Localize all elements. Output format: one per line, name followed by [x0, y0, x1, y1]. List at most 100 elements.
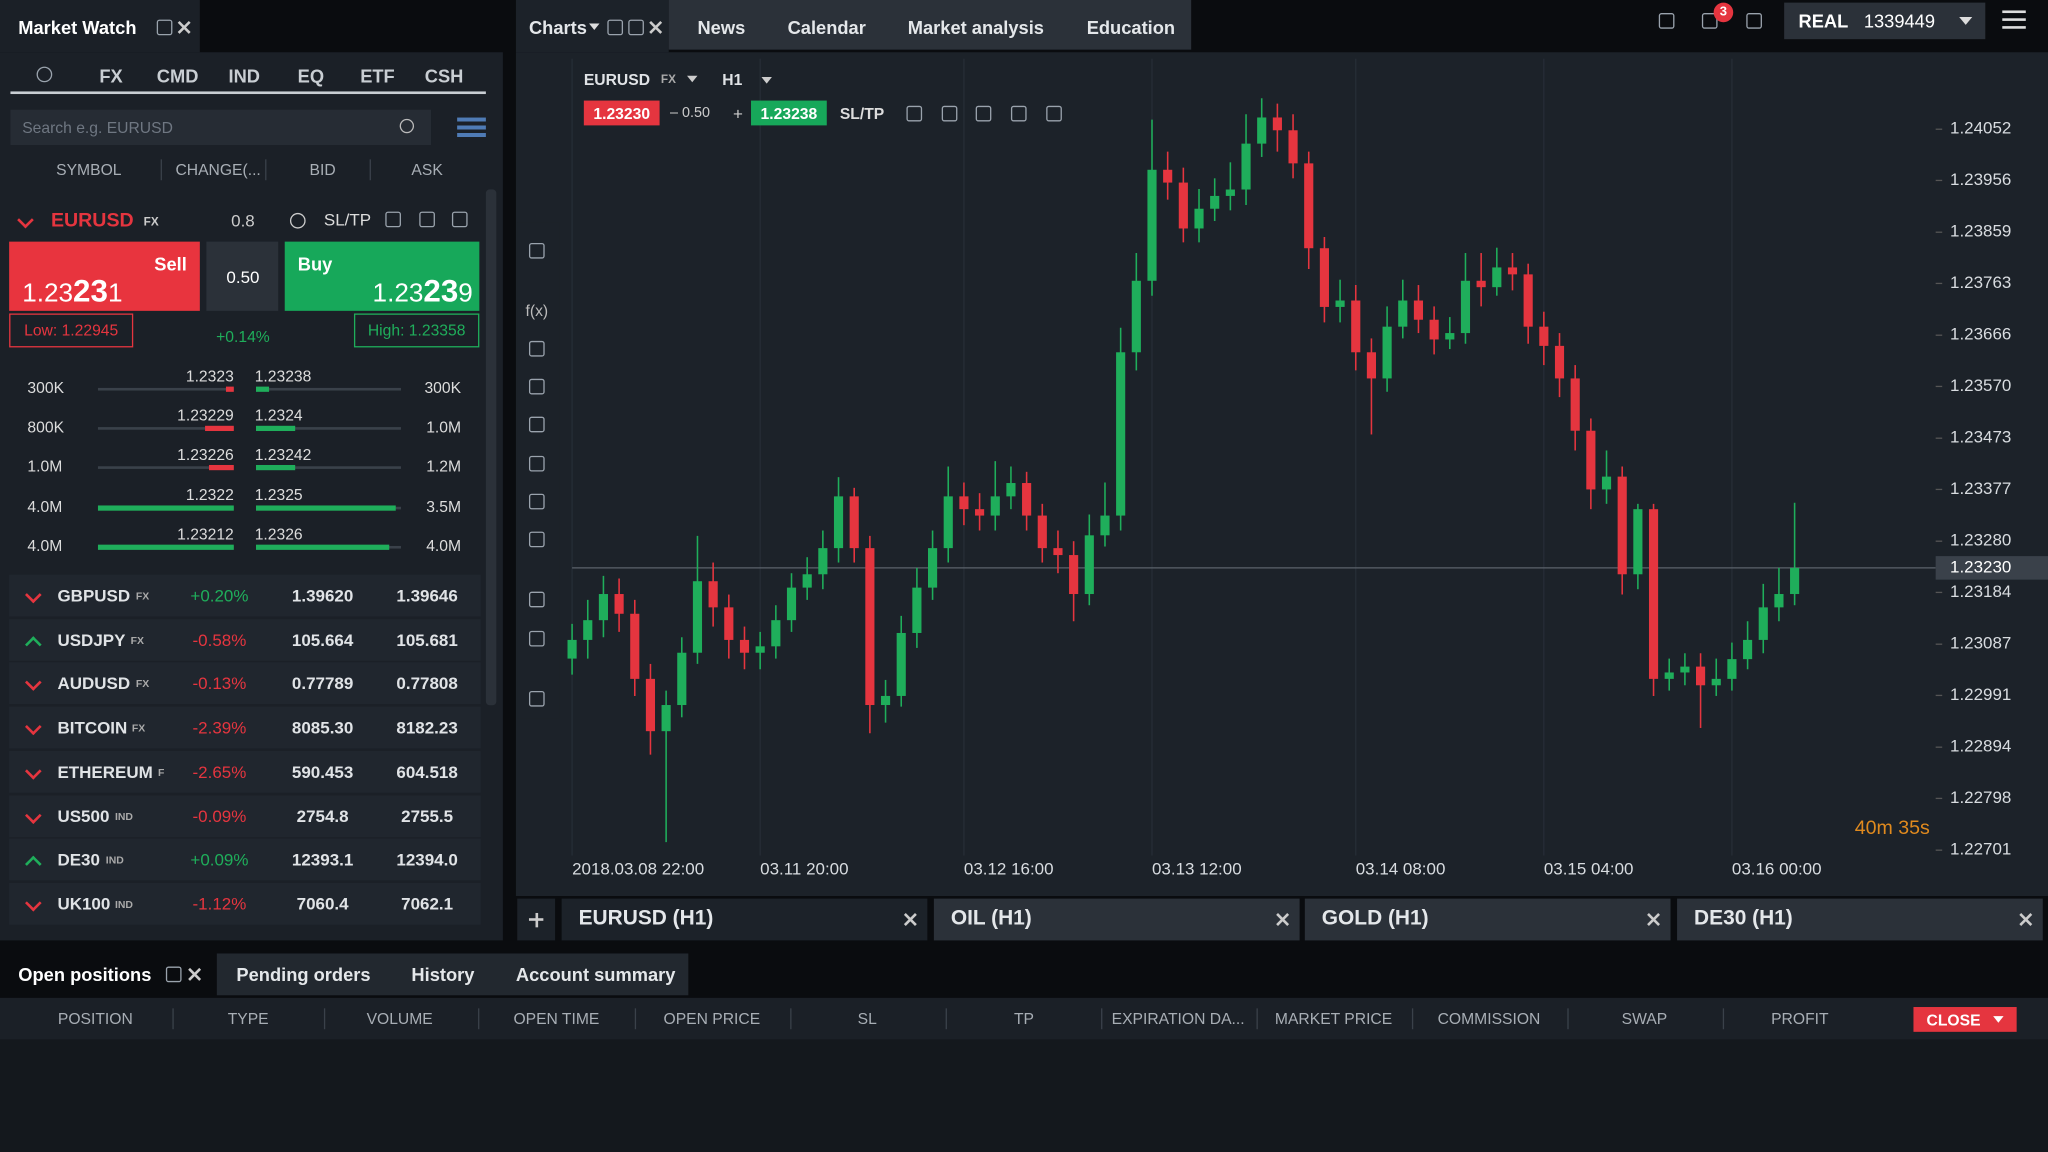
ask-box[interactable] [751, 100, 827, 126]
icon[interactable] [1746, 13, 1762, 29]
menu-line[interactable] [2002, 26, 2026, 29]
icon[interactable] [165, 966, 182, 983]
column-separator [1411, 1008, 1413, 1030]
chart-tab[interactable] [933, 898, 1300, 941]
nav-tab[interactable]: Market analysis [907, 16, 1044, 38]
icon[interactable] [528, 340, 545, 357]
nav-tab[interactable]: Education [1086, 16, 1176, 38]
instrument-row[interactable] [9, 662, 481, 705]
icon[interactable] [975, 105, 992, 122]
icon[interactable] [528, 242, 545, 259]
icon[interactable] [528, 531, 545, 548]
chart-tab[interactable] [561, 898, 928, 941]
icon[interactable] [528, 630, 545, 647]
icon[interactable] [528, 378, 545, 395]
candle-body [1163, 169, 1173, 183]
ask-price: 1.23238 [254, 367, 312, 386]
timeframe[interactable]: H1 [722, 70, 743, 89]
search-box[interactable] [10, 109, 432, 145]
x-tick-label: 2018.03.08 22:00 [572, 859, 704, 878]
candle-body [896, 632, 906, 696]
candle-body [1711, 678, 1721, 686]
icon[interactable] [528, 455, 545, 472]
bid-volume: 300K [27, 378, 65, 398]
account-box[interactable] [1784, 2, 1986, 40]
column-header: SL [857, 1009, 877, 1028]
instrument-row[interactable] [9, 838, 481, 881]
instrument-row[interactable] [9, 882, 481, 925]
candle-body [755, 646, 765, 653]
chart-sltp[interactable]: SL/TP [839, 103, 885, 123]
category-tab[interactable]: FX [99, 65, 123, 87]
nav-tab[interactable]: Charts [528, 16, 587, 38]
icon[interactable] [1010, 105, 1027, 122]
candle-body [630, 613, 640, 679]
icon[interactable] [528, 591, 545, 608]
change: +0.20% [190, 585, 249, 606]
candle-body [818, 548, 828, 575]
panel-tab[interactable]: Account summary [515, 963, 676, 985]
bid-price: 1.2323 [185, 367, 234, 386]
chart-symbol[interactable]: EURUSD [583, 70, 651, 89]
depth-bar [97, 544, 234, 550]
icon[interactable] [451, 211, 468, 228]
icon[interactable] [941, 105, 958, 122]
ask-volume: 1.2M [426, 457, 462, 476]
favourite-icon[interactable] [36, 66, 53, 83]
icon[interactable] [1046, 105, 1062, 122]
candle-body [1304, 163, 1314, 249]
category-tab[interactable]: CSH [424, 65, 464, 87]
lot-plus[interactable]: + [732, 103, 743, 123]
panel-tab[interactable]: Pending orders [236, 963, 371, 985]
buy-button[interactable] [284, 241, 480, 311]
icon[interactable] [385, 211, 401, 228]
dropdown-arrow [589, 23, 600, 36]
icon[interactable] [1701, 13, 1718, 29]
menu-line[interactable] [2002, 18, 2026, 21]
bid-box[interactable] [583, 100, 660, 126]
chart-tab[interactable] [1304, 898, 1671, 941]
icon[interactable] [1658, 13, 1675, 29]
nav-tab[interactable]: News [697, 16, 746, 38]
list-view-icon[interactable] [457, 117, 486, 139]
bid-volume: 800K [27, 418, 65, 437]
icon[interactable] [628, 19, 644, 36]
change: -0.58% [192, 629, 247, 650]
candle-body [1257, 117, 1267, 144]
icon[interactable] [528, 416, 545, 433]
icon[interactable] [528, 690, 545, 707]
category-tab[interactable]: EQ [297, 65, 325, 87]
sell-button[interactable] [9, 241, 200, 311]
candle-body [1225, 189, 1235, 196]
candle-body [927, 548, 938, 588]
chart-tab[interactable] [1677, 898, 2043, 941]
menu-line[interactable] [2002, 10, 2026, 14]
y-tick-label: 1.23859 [1950, 222, 2011, 241]
category-tab[interactable]: IND [228, 65, 260, 87]
icon[interactable] [419, 211, 435, 228]
info-icon[interactable] [289, 212, 306, 229]
panel-tab[interactable]: Open positions [18, 963, 152, 985]
instrument-row[interactable] [9, 706, 481, 749]
instrument-row[interactable] [9, 618, 481, 661]
indicator-tool[interactable]: f(x) [525, 301, 549, 320]
search-icon[interactable] [399, 118, 415, 134]
symbol-type: FX [130, 634, 144, 647]
panel-tab[interactable]: History [411, 963, 475, 985]
icon[interactable] [528, 493, 545, 510]
icon[interactable] [156, 19, 173, 36]
instrument-row[interactable] [9, 574, 481, 617]
icon[interactable] [906, 105, 923, 122]
category-tab[interactable]: ETF [360, 65, 395, 87]
category-tab[interactable]: CMD [156, 65, 199, 87]
y-tick-label: 1.23570 [1950, 376, 2011, 395]
column-header: EXPIRATION DA... [1111, 1009, 1245, 1028]
close-button-label: CLOSE [1926, 1010, 1981, 1029]
sltp-button[interactable]: SL/TP [323, 209, 372, 230]
instrument-row[interactable] [9, 794, 481, 837]
instrument-row[interactable] [9, 750, 481, 793]
icon[interactable] [607, 19, 624, 36]
chart-ask: 1.23238 [760, 103, 818, 123]
nav-tab[interactable]: Calendar [787, 16, 866, 38]
account-type: REAL [1798, 10, 1849, 32]
